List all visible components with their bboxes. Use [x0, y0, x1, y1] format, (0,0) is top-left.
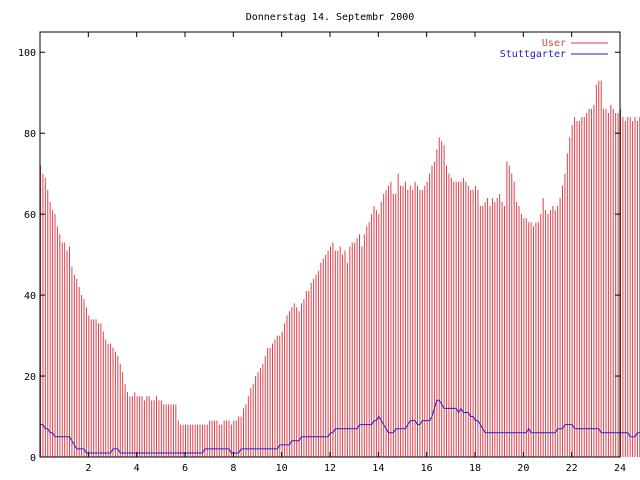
x-tick-label: 2 [85, 463, 91, 474]
x-tick-label: 16 [421, 463, 433, 474]
y-tick-label: 20 [24, 372, 36, 383]
x-tick-label: 24 [614, 463, 626, 474]
user-bars [40, 80, 640, 457]
x-tick-label: 10 [276, 463, 288, 474]
y-tick-label: 80 [24, 129, 36, 140]
legend-stuttgarter-label: Stuttgarter [500, 49, 566, 60]
legend: User Stuttgarter [500, 38, 608, 60]
legend-user-label: User [542, 38, 566, 49]
x-tick-label: 12 [324, 463, 336, 474]
x-tick-label: 18 [469, 463, 481, 474]
x-tick-label: 20 [517, 463, 529, 474]
chart-title: Donnerstag 14. Septembr 2000 [246, 12, 415, 23]
y-tick-label: 0 [30, 453, 36, 464]
x-tick-label: 22 [566, 463, 578, 474]
y-tick-label: 40 [24, 291, 36, 302]
x-tick-label: 8 [230, 463, 236, 474]
x-tick-label: 14 [372, 463, 384, 474]
x-tick-label: 4 [134, 463, 140, 474]
y-tick-label: 60 [24, 210, 36, 221]
y-tick-label: 100 [18, 48, 36, 59]
x-tick-label: 6 [182, 463, 188, 474]
stuttgarter-line [40, 399, 640, 454]
